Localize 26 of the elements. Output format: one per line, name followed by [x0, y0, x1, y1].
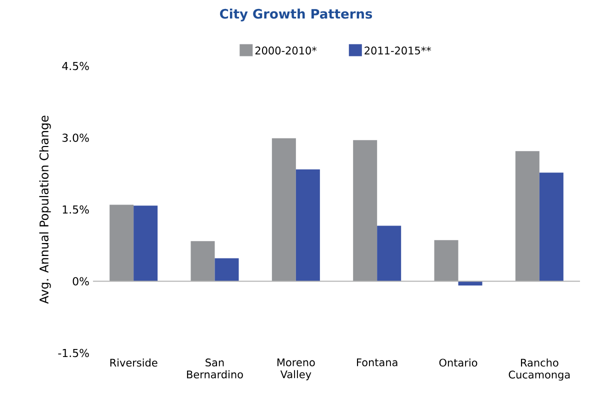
x-tick-label: Moreno Valley — [277, 358, 315, 380]
y-tick-label: 3.0% — [62, 134, 89, 142]
legend-label: 2000-2010* — [255, 46, 317, 54]
y-tick-label: -1.5% — [58, 348, 89, 358]
bar — [296, 169, 320, 282]
bar — [539, 172, 564, 282]
bar — [134, 206, 158, 282]
bar — [434, 240, 458, 282]
y-axis-title: Avg. Annual Population Change — [39, 116, 51, 304]
x-tick-label: San Bernardino — [187, 358, 243, 378]
x-tick-label: Rancho Cucamonga — [508, 358, 570, 381]
bar — [110, 204, 134, 282]
x-tick-label: Ontario — [439, 358, 478, 367]
x-tick-label: Riverside — [110, 358, 158, 367]
bar — [515, 151, 540, 282]
bar — [353, 140, 378, 282]
bar — [214, 258, 239, 282]
bar — [190, 241, 215, 282]
legend-label: 2011-2015** — [364, 46, 432, 54]
y-tick-label: 1.5% — [62, 205, 89, 214]
bar — [272, 138, 296, 282]
y-tick-label: 0% — [72, 277, 89, 286]
bar — [377, 226, 402, 282]
y-tick-label: 4.5% — [62, 62, 89, 70]
x-tick-label: Fontana — [357, 358, 398, 366]
chart-title: City Growth Patterns — [220, 8, 372, 22]
